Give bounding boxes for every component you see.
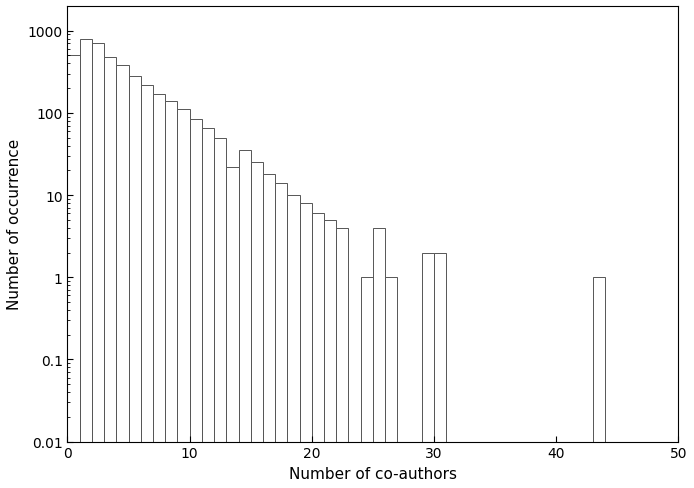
Bar: [214, 138, 226, 488]
Bar: [202, 129, 214, 488]
Bar: [263, 175, 275, 488]
Bar: [422, 253, 434, 488]
Bar: [141, 85, 153, 488]
Bar: [165, 102, 178, 488]
Bar: [373, 228, 385, 488]
Bar: [178, 110, 189, 488]
Bar: [593, 278, 605, 488]
Bar: [104, 58, 117, 488]
Bar: [92, 44, 104, 488]
Bar: [117, 66, 128, 488]
Bar: [312, 214, 324, 488]
Bar: [251, 163, 263, 488]
Y-axis label: Number of occurrence: Number of occurrence: [7, 139, 22, 310]
Bar: [239, 151, 251, 488]
Bar: [189, 120, 202, 488]
Bar: [385, 278, 398, 488]
Bar: [361, 278, 373, 488]
Bar: [324, 221, 337, 488]
Bar: [337, 228, 348, 488]
Bar: [226, 167, 239, 488]
Bar: [80, 40, 92, 488]
Bar: [275, 183, 287, 488]
X-axis label: Number of co-authors: Number of co-authors: [289, 466, 457, 481]
Bar: [128, 77, 141, 488]
Bar: [300, 203, 312, 488]
Bar: [287, 196, 300, 488]
Bar: [434, 253, 446, 488]
Bar: [67, 56, 80, 488]
Bar: [153, 95, 165, 488]
